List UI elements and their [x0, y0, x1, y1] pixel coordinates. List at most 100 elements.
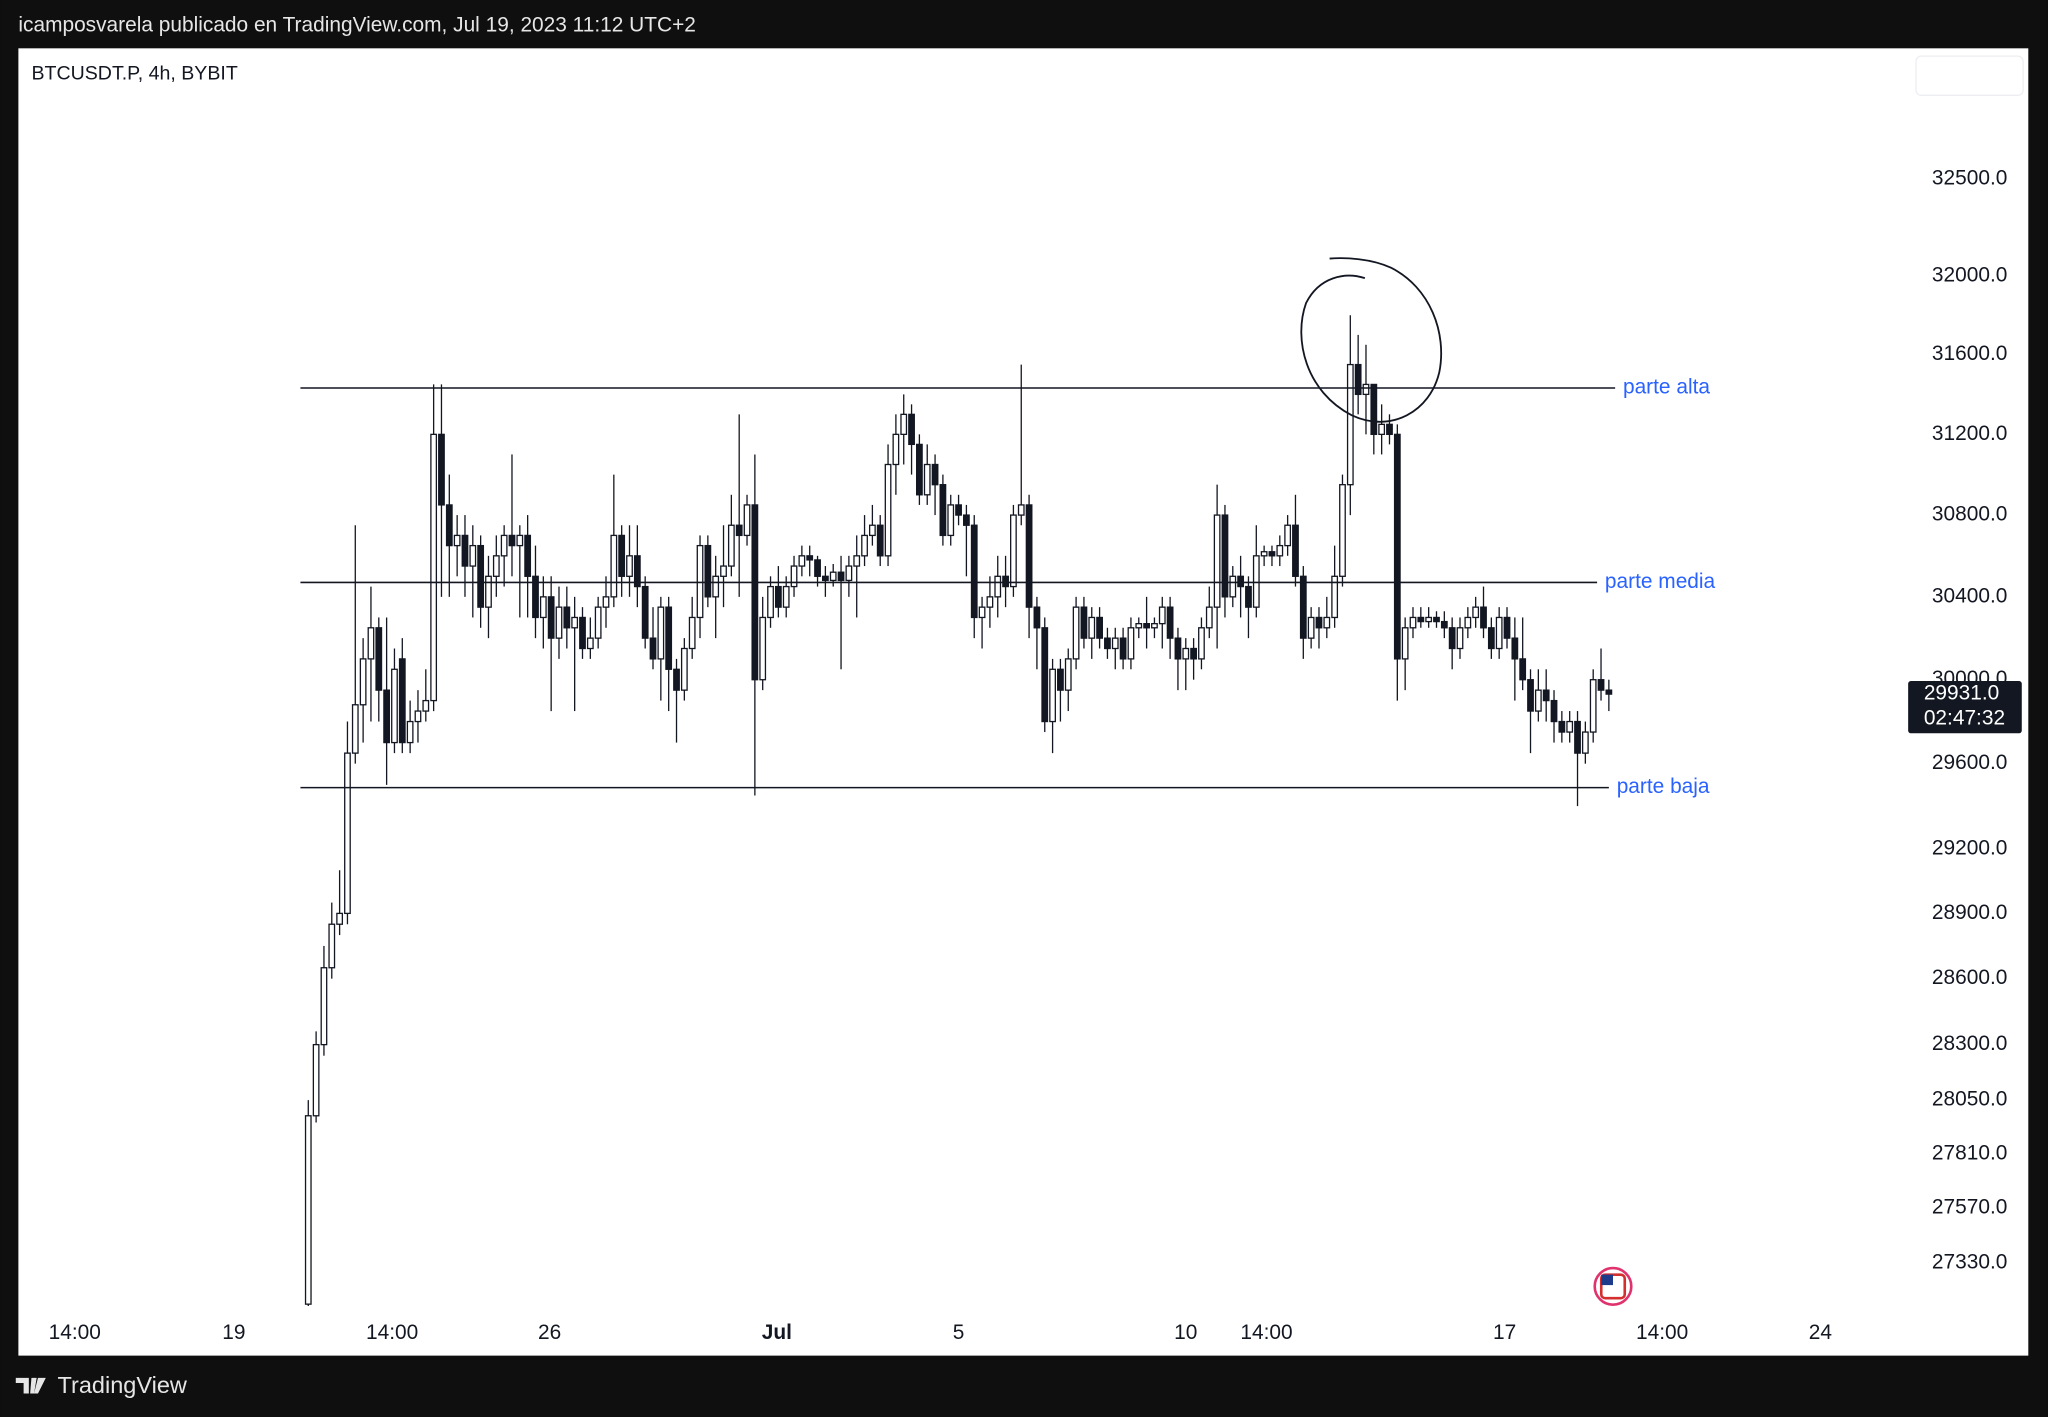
candle-body: [939, 484, 947, 537]
candle-body: [383, 689, 391, 744]
candle-body: [1456, 627, 1464, 650]
x-tick-label: 17: [1493, 1321, 1516, 1344]
candle-body: [1589, 679, 1597, 733]
candle-body: [320, 967, 328, 1046]
candle-body: [963, 514, 970, 526]
candle-body: [1111, 637, 1119, 650]
y-tick-label: 29200.0: [1932, 836, 2007, 859]
candle-body: [1448, 627, 1456, 650]
candle-body: [1221, 514, 1229, 598]
candle-body: [696, 544, 704, 619]
candle-body: [861, 534, 868, 557]
candle-body: [986, 596, 994, 608]
candle-body: [735, 524, 743, 537]
y-tick-label: 28900.0: [1932, 901, 2007, 924]
candle-body: [571, 616, 579, 629]
candle-body: [1041, 627, 1049, 723]
candle-body: [1401, 627, 1409, 660]
candle-body: [1480, 606, 1487, 629]
candle-body: [1393, 433, 1401, 660]
header-title: icamposvarela publicado en TradingView.c…: [18, 14, 696, 37]
candle-body: [539, 596, 547, 619]
candle-body: [1519, 658, 1527, 681]
candle-body: [712, 575, 720, 598]
x-tick-label: 10: [1174, 1321, 1197, 1344]
candle-body: [461, 534, 469, 567]
candle-body: [1487, 627, 1495, 650]
candle-body: [1002, 575, 1009, 588]
candle-body: [492, 555, 500, 577]
last-price-box: [1908, 681, 2022, 734]
candle-body: [680, 647, 688, 691]
candle-body: [782, 585, 790, 608]
candle-body: [1143, 623, 1151, 629]
candle-body: [359, 658, 367, 706]
candle-body: [516, 534, 524, 547]
candle-body: [1354, 363, 1362, 396]
candle-body: [555, 606, 563, 639]
y-tick-label: 27810.0: [1932, 1141, 2007, 1164]
candle-body: [978, 606, 986, 619]
candle-body: [1362, 383, 1370, 396]
candle-body: [579, 616, 586, 650]
candle-body: [328, 923, 336, 969]
candle-body: [524, 534, 532, 577]
candle-body: [1386, 423, 1393, 436]
y-tick-label: 32500.0: [1932, 167, 2007, 190]
footer-logo: [15, 1377, 46, 1394]
candle-body: [1182, 647, 1190, 660]
candle-body: [1260, 551, 1268, 557]
plot-area: [300, 315, 1616, 1306]
candle-body: [868, 524, 876, 537]
candle-body: [657, 606, 665, 660]
candle-body: [947, 504, 955, 537]
candle-body: [774, 585, 782, 608]
x-tick-label: 14:00: [1636, 1321, 1688, 1344]
candle-body: [547, 596, 555, 639]
axes: 32500.0 32000.0 31600.0 31200.0 30800.0 30400…: [49, 167, 2022, 1344]
candle-body: [1237, 575, 1245, 588]
candle-body: [1605, 689, 1613, 695]
candle-body: [1025, 504, 1033, 608]
x-tick-label: 14:00: [366, 1321, 418, 1344]
candle-body: [821, 575, 829, 582]
candle-body: [1205, 606, 1213, 629]
candle-body: [1213, 514, 1221, 608]
toolbar-button[interactable]: [1915, 55, 2024, 96]
candle-body: [1158, 606, 1166, 625]
countdown-label: 02:47:32: [1924, 706, 2005, 729]
candle-body: [344, 752, 351, 915]
candle-body: [1597, 679, 1605, 691]
y-tick-label: 32000.0: [1932, 263, 2007, 286]
candle-body: [445, 504, 453, 547]
candle-body: [1339, 484, 1346, 577]
candle-body: [304, 1115, 312, 1305]
candle-body: [1315, 616, 1323, 629]
candle-body: [876, 524, 884, 557]
chart-panel: [18, 48, 2029, 1356]
candle-body: [767, 585, 774, 619]
candle-body: [688, 616, 696, 650]
candle-body: [1292, 524, 1299, 577]
candle-body: [790, 565, 798, 588]
candle-body: [618, 534, 626, 577]
candle-body: [837, 571, 845, 582]
candle-body: [532, 575, 539, 619]
last-price-label: 29931.0: [1924, 682, 1999, 705]
candle-body: [563, 606, 571, 629]
candle-body: [1495, 616, 1503, 650]
candle-body: [1190, 647, 1198, 660]
candle-body: [1503, 616, 1511, 639]
candle-body: [931, 463, 939, 486]
candle-body: [1511, 637, 1519, 660]
candle-body: [727, 524, 735, 567]
level-label: parte baja: [1617, 775, 1710, 798]
candle-body: [829, 571, 837, 582]
candle-body: [586, 637, 594, 650]
candle-body: [704, 544, 712, 598]
candle-body: [1010, 514, 1017, 588]
candle-body: [1542, 689, 1550, 702]
candle-body: [336, 912, 344, 925]
candle-body: [720, 565, 727, 577]
